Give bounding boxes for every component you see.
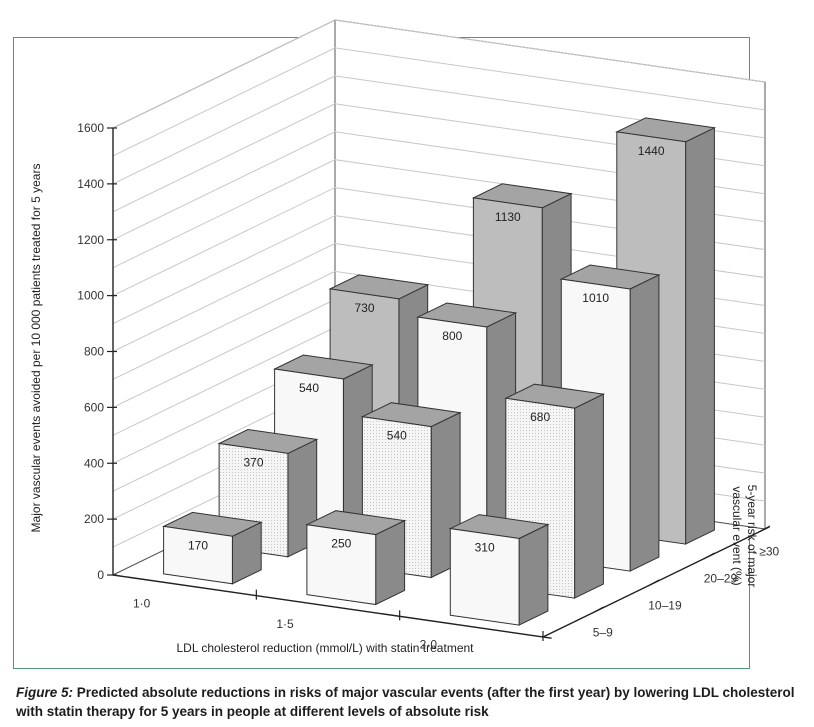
bar-front bbox=[306, 524, 377, 606]
x-tick-label: 2·0 bbox=[420, 638, 438, 652]
bar-value-label: 1130 bbox=[495, 210, 521, 224]
y-tick-label: 600 bbox=[84, 400, 104, 414]
x-tick-label: 1·5 bbox=[276, 617, 294, 631]
z-tick-label: 5–9 bbox=[593, 626, 613, 640]
z-tick-label: 10–19 bbox=[648, 599, 682, 613]
bar-value-label: 680 bbox=[530, 410, 550, 424]
bar-front bbox=[449, 528, 520, 626]
y-tick-label: 400 bbox=[84, 456, 104, 470]
bar-value-label: 310 bbox=[475, 541, 495, 555]
x-axis-title: LDL cholesterol reduction (mmol/L) with … bbox=[176, 641, 474, 655]
z-tick bbox=[758, 525, 771, 533]
bar: 250 bbox=[305, 510, 407, 606]
bar-side bbox=[574, 393, 604, 599]
z-tick-label: ≥30 bbox=[759, 545, 779, 559]
y-tick-label: 1600 bbox=[77, 121, 104, 135]
bar-side bbox=[375, 519, 406, 606]
bar: 680 bbox=[504, 383, 606, 599]
y-tick-label: 800 bbox=[84, 345, 104, 359]
z-axis-title: 5-year risk of major bbox=[745, 485, 759, 588]
z-axis-title: vascular event (%) bbox=[730, 486, 744, 585]
bar: 170 bbox=[161, 511, 263, 585]
bar-side bbox=[685, 127, 715, 545]
bar-side bbox=[629, 274, 660, 572]
y-axis-title: Major vascular events avoided per 10 000… bbox=[29, 164, 43, 533]
gridline bbox=[112, 19, 766, 129]
bar-value-label: 730 bbox=[354, 301, 374, 315]
caption-label: Figure 5: bbox=[16, 685, 74, 700]
z-tick bbox=[647, 579, 660, 587]
bar-value-label: 250 bbox=[331, 537, 351, 551]
figure-caption: Figure 5: Predicted absolute reductions … bbox=[16, 683, 806, 721]
y-tick-label: 1400 bbox=[77, 177, 104, 191]
z-tick bbox=[592, 606, 604, 614]
x-tick-label: 1·0 bbox=[133, 596, 151, 610]
y-tick-label: 1200 bbox=[77, 233, 104, 247]
bar-value-label: 540 bbox=[299, 381, 319, 395]
y-tick-label: 200 bbox=[84, 512, 104, 526]
gridline bbox=[112, 75, 766, 185]
gridline bbox=[112, 47, 766, 157]
y-tick-label: 1000 bbox=[77, 289, 104, 303]
bar-value-label: 800 bbox=[442, 329, 462, 343]
bar-value-label: 1010 bbox=[582, 291, 609, 305]
caption-text: Predicted absolute reductions in risks o… bbox=[16, 685, 795, 719]
y-tick-label: 0 bbox=[97, 568, 104, 582]
bar: 310 bbox=[448, 514, 550, 626]
bar-value-label: 370 bbox=[243, 455, 263, 469]
bar-value-label: 540 bbox=[387, 429, 407, 443]
bar-value-label: 1440 bbox=[638, 144, 665, 158]
bar-value-label: 170 bbox=[188, 538, 208, 552]
z-tick-label: 20–29 bbox=[704, 572, 738, 586]
bar-side bbox=[518, 523, 549, 626]
bar-front bbox=[163, 525, 233, 585]
z-tick bbox=[703, 552, 715, 560]
x-axis-line bbox=[112, 574, 552, 639]
